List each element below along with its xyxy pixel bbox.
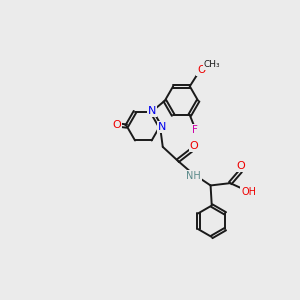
Text: OH: OH [241,187,256,197]
Text: N: N [148,106,156,116]
Text: O: O [197,65,206,75]
Text: O: O [190,141,198,151]
Text: CH₃: CH₃ [203,60,220,69]
Text: O: O [112,120,122,130]
Text: N: N [158,122,166,132]
Text: F: F [192,125,198,135]
Text: O: O [237,161,245,171]
Text: NH: NH [186,171,201,181]
